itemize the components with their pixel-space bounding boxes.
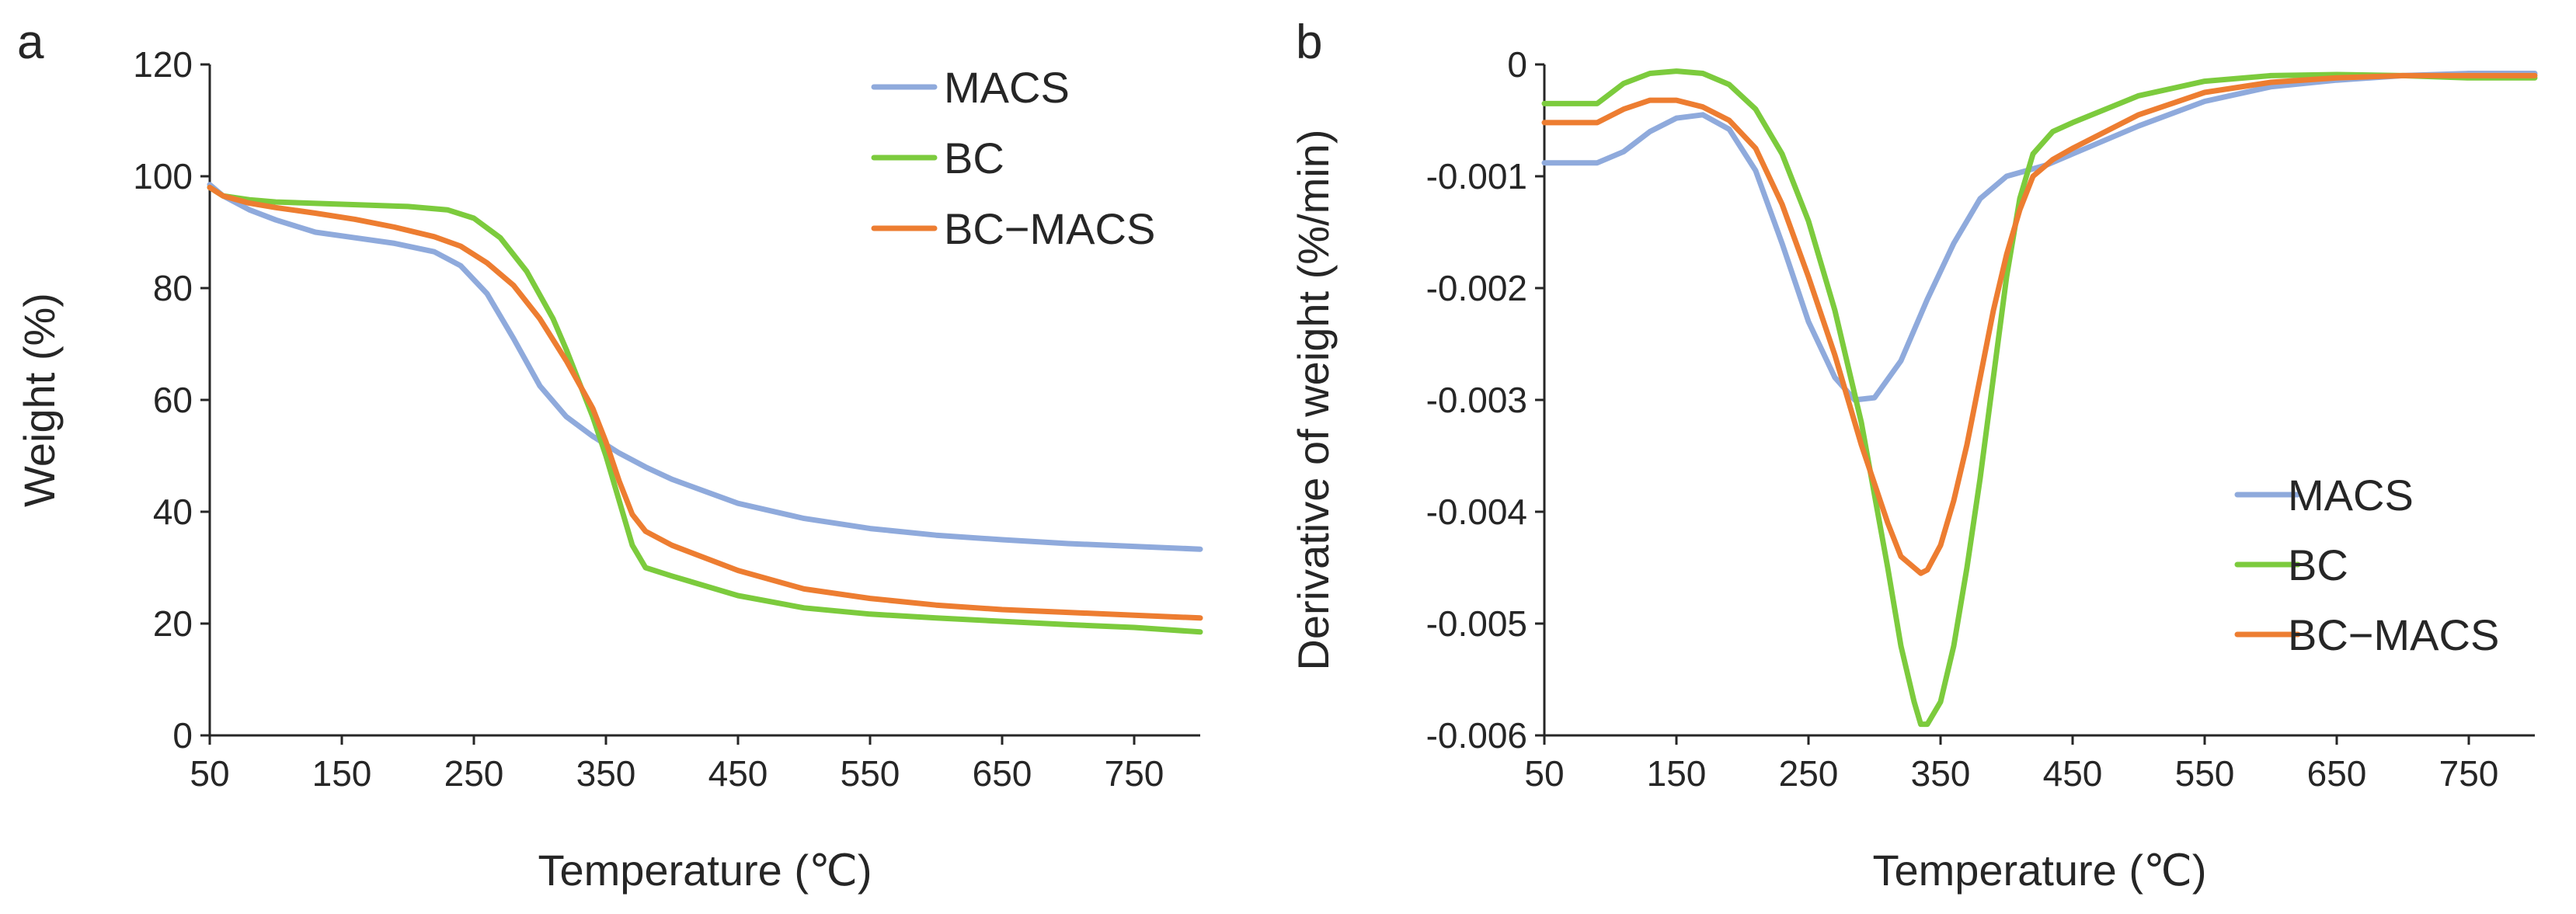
y-tick-label: -0.003 bbox=[1426, 380, 1527, 420]
x-tick-label: 150 bbox=[1647, 753, 1707, 794]
x-tick-label: 450 bbox=[2043, 753, 2103, 794]
x-tick-label: 650 bbox=[2307, 753, 2367, 794]
legend-label: MACS bbox=[944, 63, 1070, 112]
y-axis-title: Weight (%) bbox=[15, 293, 64, 507]
y-tick-label: 100 bbox=[133, 156, 193, 196]
panel-label: b bbox=[1296, 16, 1322, 69]
legend-label: BC−MACS bbox=[944, 204, 1155, 253]
series-line-macs bbox=[207, 182, 1203, 552]
x-tick-label: 350 bbox=[576, 753, 636, 794]
x-tick-label: 350 bbox=[1911, 753, 1971, 794]
legend-label: BC bbox=[944, 134, 1004, 182]
y-tick-label: 0 bbox=[1507, 44, 1527, 85]
x-tick-label: 750 bbox=[1105, 753, 1164, 794]
y-tick-label: -0.002 bbox=[1426, 268, 1527, 308]
series-line-bc bbox=[207, 184, 1203, 635]
y-tick-label: -0.006 bbox=[1426, 715, 1527, 756]
panel-b: b 0 -0.001 -0.002 -0.003 -0.004 -0.005 -0.00650… bbox=[1289, 16, 2538, 895]
legend-label: BC−MACS bbox=[2288, 610, 2499, 659]
y-axis-title: Derivative of weight (%/min) bbox=[1289, 129, 1338, 670]
x-tick-label: 550 bbox=[841, 753, 900, 794]
y-tick-label: 0 bbox=[172, 715, 193, 756]
x-tick-label: 650 bbox=[973, 753, 1032, 794]
x-tick-label: 150 bbox=[312, 753, 372, 794]
x-axis-title: Temperature (℃) bbox=[1872, 846, 2206, 895]
x-tick-label: 50 bbox=[1524, 753, 1564, 794]
series-line-bc bbox=[1541, 68, 2538, 728]
x-axis-title: Temperature (℃) bbox=[538, 846, 872, 895]
y-tick-label: 60 bbox=[153, 380, 193, 420]
y-tick-label: -0.001 bbox=[1426, 156, 1527, 196]
y-tick-label: 40 bbox=[153, 492, 193, 532]
x-tick-label: 50 bbox=[190, 753, 229, 794]
y-tick-label: -0.004 bbox=[1426, 492, 1527, 532]
y-tick-label: 120 bbox=[133, 44, 193, 85]
x-tick-label: 250 bbox=[444, 753, 504, 794]
y-tick-label: -0.005 bbox=[1426, 603, 1527, 644]
x-tick-label: 250 bbox=[1779, 753, 1839, 794]
series-line-bc-macs bbox=[207, 184, 1203, 621]
legend-label: BC bbox=[2288, 540, 2348, 589]
panel-a: a 0 20 40 60 80 100 120 50 150 250 350 450 550 650 750 T… bbox=[15, 16, 1203, 895]
series-line-bc-macs bbox=[1541, 72, 2538, 576]
x-tick-label: 750 bbox=[2439, 753, 2499, 794]
y-tick-label: 20 bbox=[153, 603, 193, 644]
y-tick-label: 80 bbox=[153, 268, 193, 308]
x-tick-label: 450 bbox=[708, 753, 768, 794]
x-tick-label: 550 bbox=[2175, 753, 2235, 794]
legend-label: MACS bbox=[2288, 471, 2414, 520]
panel-label: a bbox=[17, 16, 44, 69]
series-line-macs bbox=[1541, 71, 2538, 403]
